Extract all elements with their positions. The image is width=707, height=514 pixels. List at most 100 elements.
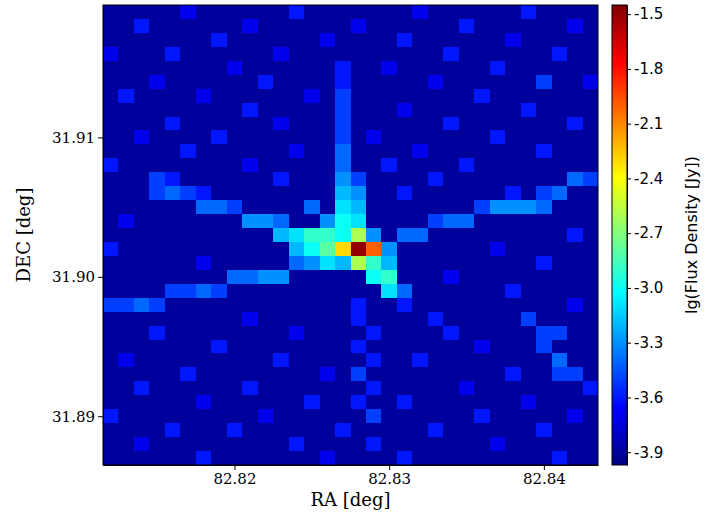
heatmap-cell [196,353,212,368]
heatmap-cell [381,200,397,215]
heatmap-cell [196,214,212,229]
heatmap-cell [335,409,351,424]
heatmap-cell [552,228,568,243]
tick: 82.83 [368,465,411,488]
heatmap-cell [320,256,336,271]
tick-label: 82.82 [214,470,257,488]
heatmap-cell [351,242,367,257]
heatmap-cell [196,61,212,76]
colorbar [612,5,627,465]
heatmap-cell [443,200,459,215]
heatmap-cell [505,270,521,285]
heatmap-cell [134,5,150,20]
heatmap-cell [583,451,598,465]
heatmap-cell [412,256,428,271]
axis-line [104,465,599,466]
heatmap-cell [443,130,459,145]
heatmap-cell [242,172,258,187]
heatmap-cell [412,312,428,327]
heatmap-cell [165,270,181,285]
heatmap-cell [459,200,475,215]
heatmap-cell [428,5,444,20]
heatmap-cell [351,228,367,243]
heatmap-cell [149,228,165,243]
heatmap-cell [583,437,598,452]
heatmap-cell [567,33,583,48]
heatmap-cell [397,5,413,20]
heatmap-cell [258,326,274,341]
heatmap-cell [227,5,243,20]
heatmap-cell [474,409,490,424]
heatmap-cell [583,409,598,424]
heatmap-cell [103,172,119,187]
heatmap-cell [335,284,351,299]
tick: 31.91 [52,129,103,147]
heatmap-cell [165,353,181,368]
heatmap-cell [304,409,320,424]
heatmap-cell [567,312,583,327]
heatmap-cell [304,270,320,285]
heatmap-cell [351,186,367,201]
heatmap-cell [351,340,367,355]
heatmap-cell [134,284,150,299]
heatmap-cell [118,242,134,257]
heatmap-cell [381,256,397,271]
heatmap-cell [490,33,506,48]
heatmap-cell [335,423,351,438]
heatmap-cell [505,312,521,327]
heatmap-cell [351,214,367,229]
heatmap-cell [397,228,413,243]
heatmap-cell [227,158,243,173]
heatmap-cell [273,340,289,355]
heatmap-cell [258,75,274,90]
heatmap-cell [412,117,428,132]
heatmap-cell [149,256,165,271]
heatmap-cell [165,367,181,382]
heatmap-cell [320,367,336,382]
heatmap-cell [289,130,305,145]
heatmap-cell [242,353,258,368]
heatmap-cell [165,19,181,34]
heatmap-cell [351,367,367,382]
heatmap-cell [304,172,320,187]
heatmap-cell [428,242,444,257]
heatmap-cell [459,395,475,410]
heatmap-cell [521,158,537,173]
heatmap-cell [289,47,305,62]
heatmap-cell [289,409,305,424]
heatmap-cell [211,228,227,243]
heatmap-cell [149,158,165,173]
heatmap-cell [459,242,475,257]
heatmap-cell [227,298,243,313]
heatmap-cell [552,353,568,368]
heatmap-cell [536,381,552,396]
heatmap-cell [412,19,428,34]
heatmap-cell [536,340,552,355]
heatmap-cell [567,284,583,299]
tick-mark [627,288,631,289]
heatmap-cell [103,186,119,201]
heatmap-cell [335,367,351,382]
heatmap-cell [428,103,444,118]
colorbar-axis: -1.5-1.8-2.1-2.4-2.7-3.0-3.3-3.6-3.9 [627,5,663,465]
heatmap-cell [583,367,598,382]
heatmap-cell [428,340,444,355]
heatmap-cell [521,200,537,215]
heatmap-cell [258,381,274,396]
heatmap-cell [196,312,212,327]
heatmap-cell [258,353,274,368]
heatmap-cell [459,284,475,299]
heatmap-cell [196,242,212,257]
heatmap-cell [521,103,537,118]
tick-mark [627,343,631,344]
heatmap-cell [381,61,397,76]
heatmap-cell [211,186,227,201]
heatmap-cell [242,298,258,313]
heatmap-cell [273,381,289,396]
heatmap-cell [149,284,165,299]
heatmap-cell [211,89,227,104]
heatmap-cell [103,75,119,90]
heatmap-cell [490,437,506,452]
heatmap-cell [536,298,552,313]
heatmap-cell [180,117,196,132]
